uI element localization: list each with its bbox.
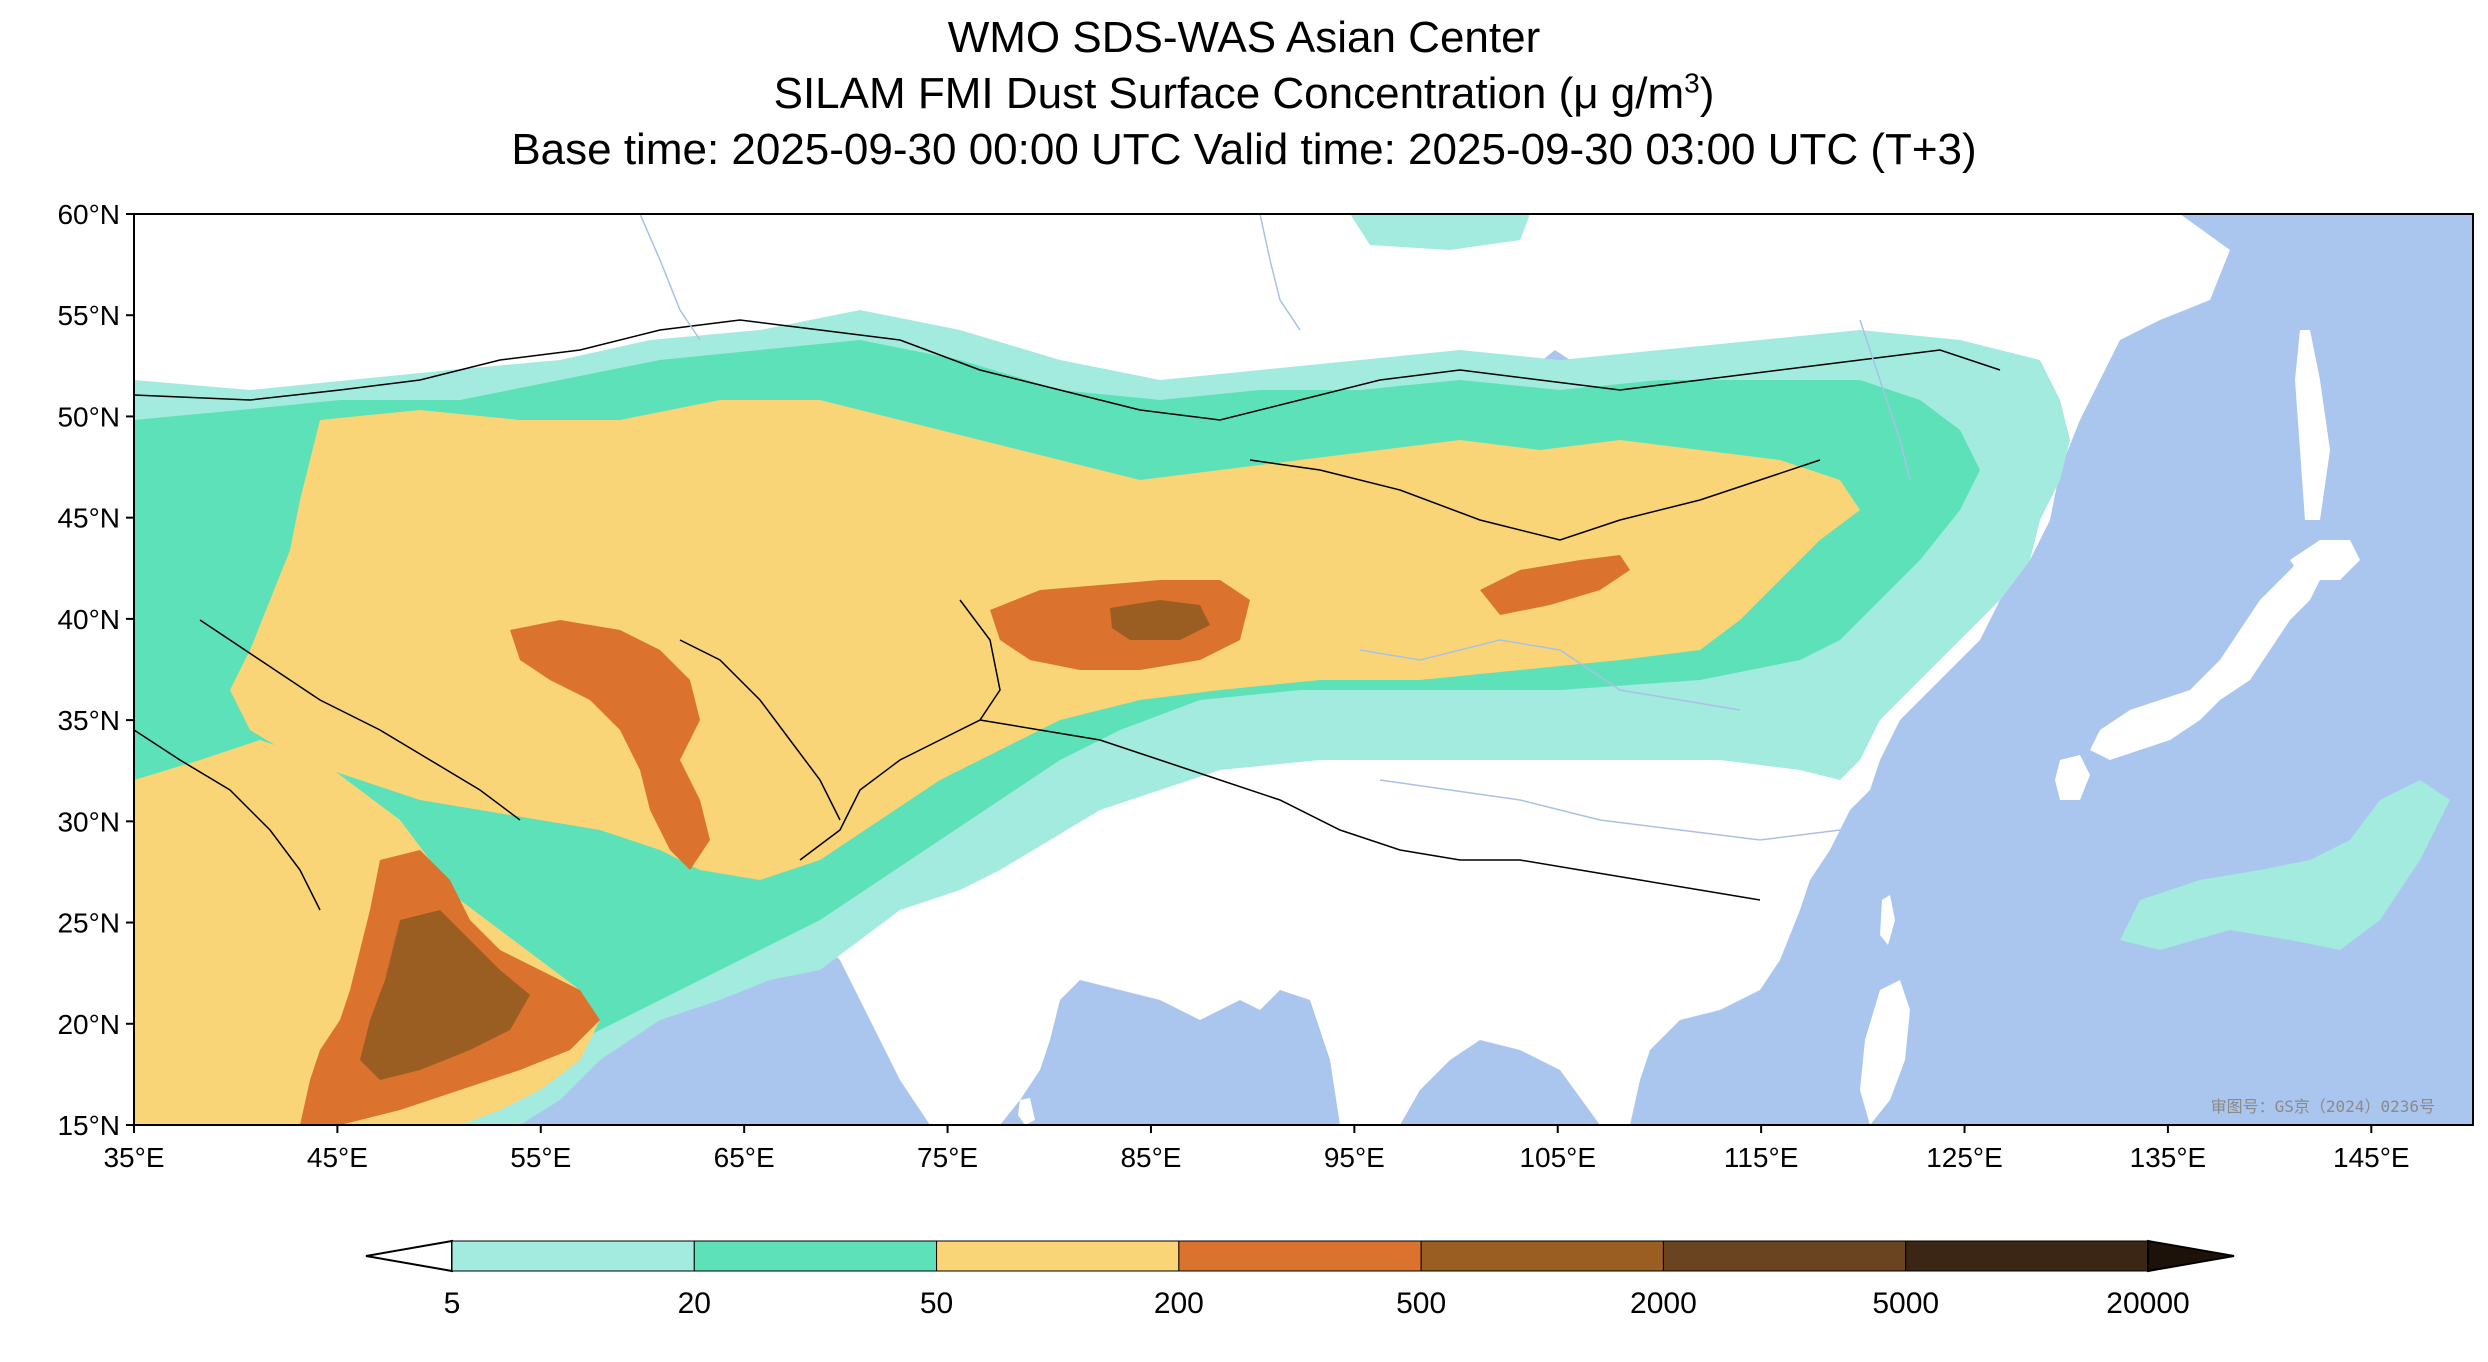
map-time-label: Base time: 2025-09-30 00:00 UTC Valid ti… <box>511 125 1977 174</box>
sri-lanka <box>1018 1098 1035 1125</box>
dust-level-500-arabia <box>360 910 530 1080</box>
colorbar-tick-label: 20000 <box>2106 1287 2189 1320</box>
colorbar-segment <box>693 1240 938 1272</box>
colorbar-segment <box>936 1240 1180 1272</box>
latitude-tick-label: 25°N <box>57 908 120 939</box>
map-subtitle-close: ) <box>1699 69 1715 118</box>
japan-honshu <box>2090 560 2320 760</box>
dust-level-200-gobi <box>1480 555 1630 615</box>
latitude-tick-label: 30°N <box>57 806 120 837</box>
country-borders <box>134 319 2001 911</box>
colorbar: 5 20 50 200 500 2000 5000 20000 <box>365 1239 2235 1320</box>
colorbar-tick-labels: 5 20 50 200 500 2000 5000 20000 <box>444 1287 2190 1320</box>
longitude-tick-label: 115°E <box>1724 1142 1799 1173</box>
colorbar-under-arrow <box>365 1239 453 1273</box>
longitude-tick-label: 135°E <box>2130 1142 2207 1173</box>
longitude-tick-label: 35°E <box>103 1142 164 1173</box>
dust-level-5-sea <box>2120 780 2450 950</box>
longitude-tick-label: 105°E <box>1519 1142 1596 1173</box>
hainan-island <box>1628 1012 1660 1045</box>
longitude-tick-label: 85°E <box>1120 1142 1181 1173</box>
colorbar-segment <box>1905 1240 2149 1272</box>
latitude-tick-label: 55°N <box>57 300 120 331</box>
colorbar-tick-label: 5 <box>444 1287 461 1320</box>
dust-level-200-iran <box>510 620 710 870</box>
latitude-tick-label: 15°N <box>57 1110 120 1141</box>
japan-hokkaido <box>2290 540 2360 580</box>
latitude-tick-label: 50°N <box>57 401 120 432</box>
approval-number-label: 审图号：GS京（2024）0236号 <box>2211 1097 2435 1116</box>
colorbar-tick-label: 5000 <box>1872 1287 1939 1320</box>
dust-level-500-taklimakan <box>1110 600 1210 640</box>
colorbar-segment <box>1662 1240 1907 1272</box>
dust-level-5-upper <box>1350 214 1530 250</box>
colorbar-over-arrow <box>2147 1239 2235 1273</box>
colorbar-tick-label: 50 <box>920 1287 953 1320</box>
latitude-axis: 60°N 55°N 50°N 45°N 40°N 35°N 30°N 25°N 20°N 15°N <box>57 199 134 1141</box>
map-title-block: WMO SDS-WAS Asian Center SILAM FMI Dust … <box>0 10 2488 178</box>
taiwan-island <box>1880 895 1895 945</box>
map-title: WMO SDS-WAS Asian Center <box>947 13 1541 62</box>
map-frame <box>133 213 2474 1126</box>
colorbar-tick-label: 500 <box>1396 1287 1446 1320</box>
sakhalin-island <box>2295 330 2330 520</box>
colorbar-tick-label: 2000 <box>1630 1287 1697 1320</box>
latitude-tick-label: 35°N <box>57 705 120 736</box>
longitude-tick-label: 75°E <box>917 1142 978 1173</box>
latitude-tick-label: 45°N <box>57 503 120 534</box>
map-subtitle-superscript: 3 <box>1684 67 1700 99</box>
latitude-tick-label: 60°N <box>57 199 120 230</box>
colorbar-segment <box>1420 1240 1664 1272</box>
colorbar-segments <box>451 1240 2149 1272</box>
latitude-tick-label: 40°N <box>57 604 120 635</box>
latitude-tick-label: 20°N <box>57 1009 120 1040</box>
map-panel: 审图号：GS京（2024）0236号 <box>134 214 2473 1125</box>
longitude-tick-label: 95°E <box>1324 1142 1385 1173</box>
longitude-tick-label: 125°E <box>1926 1142 2003 1173</box>
japan-kyushu <box>2055 755 2090 800</box>
map-subtitle-text: SILAM FMI Dust Surface Concentration (μ … <box>773 69 1685 118</box>
colorbar-tick-label: 20 <box>678 1287 711 1320</box>
longitude-axis: 35°E 45°E 55°E 65°E 75°E 85°E 95°E 105°E 115°E 12… <box>103 1125 2410 1173</box>
longitude-tick-label: 145°E <box>2333 1142 2410 1173</box>
rivers <box>639 214 1911 841</box>
map-subtitle: SILAM FMI Dust Surface Concentration (μ … <box>0 66 2488 122</box>
longitude-tick-label: 65°E <box>714 1142 775 1173</box>
philippines-luzon <box>1860 980 1910 1125</box>
longitude-tick-label: 45°E <box>307 1142 368 1173</box>
colorbar-tick-label: 200 <box>1154 1287 1204 1320</box>
colorbar-segment <box>1178 1240 1422 1272</box>
colorbar-segment <box>451 1240 695 1272</box>
longitude-tick-label: 55°E <box>510 1142 571 1173</box>
